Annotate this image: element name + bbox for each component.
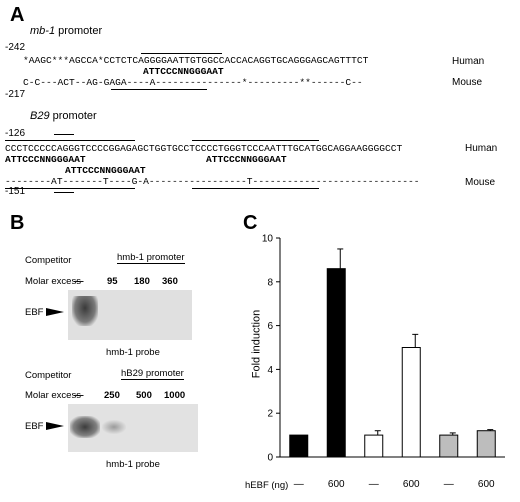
gel2-molar-label: Molar excess: [25, 390, 81, 401]
bar: [401, 347, 421, 458]
gel2-arrow-icon: [46, 422, 64, 430]
gel2-competitor-text: hB29 promoter: [121, 368, 184, 379]
bar: [364, 434, 384, 458]
b29-gene-name: B29: [30, 110, 50, 122]
bar: [289, 434, 309, 458]
b29-human-sequence: CCCTCCCCCAGGGTCCCCGGAGAGCTGGTGCCTCCCCTGG…: [5, 143, 403, 154]
panel-c-letter: C: [243, 212, 258, 234]
b29-overline-2: [5, 140, 135, 141]
b29-mouse-underline-3: [192, 188, 319, 189]
b29-overline-3: [192, 140, 319, 141]
b29-consensus-1: ATTCCCNNGGGAAT: [5, 154, 86, 165]
mb1-human-sequence: *AAGC***AGCCA*CCTCTCAGGGGAATTGTGGCCACCAC…: [23, 55, 369, 66]
b29-human-start: -126: [5, 128, 26, 139]
gel2-lane-1: —: [74, 390, 84, 401]
gel1-probe-label: hmb-1 probe: [106, 347, 160, 358]
panel-a-letter: A: [10, 4, 25, 26]
x-tick-label: —: [444, 479, 454, 490]
y-tick-label: 10: [262, 234, 274, 245]
bar: [439, 434, 459, 458]
gel2-probe-label: hmb-1 probe: [106, 459, 160, 470]
b29-mouse-underline-1: [5, 188, 135, 189]
b29-mouse-label: Mouse: [465, 177, 496, 188]
b29-overline-1: [54, 134, 74, 135]
gel1-competitor-value: hmb-1 promoter: [117, 252, 185, 264]
gel2-band-2: [102, 420, 126, 434]
x-tick-label: 600: [328, 479, 345, 490]
mb1-title-suffix: promoter: [55, 25, 103, 37]
gel1-lane-3: 180: [134, 276, 150, 287]
gel2-lane-3: 500: [136, 390, 152, 401]
gel2-ebf-label: EBF: [25, 421, 44, 432]
mb1-mouse-sequence: C-C---ACT--AG-GAGA----A---------------*-…: [23, 77, 363, 88]
y-tick-label: 0: [267, 453, 273, 464]
mb1-human-label: Human: [452, 56, 485, 67]
mb1-promoter-title: mb-1 promoter: [30, 25, 102, 37]
bar: [476, 430, 496, 458]
mb1-human-start: -242: [5, 42, 26, 53]
x-tick-label: —: [294, 479, 304, 490]
gel1-image: [68, 290, 192, 340]
gel1-molar-label: Molar excess: [25, 276, 81, 287]
gel2-lane-2: 250: [104, 390, 120, 401]
gel2-band-1: [70, 416, 100, 438]
x-tick-label: —: [369, 479, 379, 490]
mb1-consensus: ATTCCCNNGGGAAT: [143, 66, 224, 77]
mb1-mouse-underline: [111, 89, 207, 90]
gel1-lane-4: 360: [162, 276, 178, 287]
gel1-ebf-label: EBF: [25, 307, 44, 318]
y-tick-label: 6: [267, 321, 273, 332]
x-axis-label: hEBF (ng): [245, 480, 289, 491]
b29-consensus-2: ATTCCCNNGGGAAT: [206, 154, 287, 165]
gel2-competitor-label: Competitor: [25, 370, 72, 381]
b29-mouse-sequence: --------AT-------T----G-A---------------…: [5, 176, 420, 187]
b29-human-label: Human: [465, 143, 498, 154]
gel1-competitor-label: Competitor: [25, 255, 72, 266]
gel2-image: [68, 404, 198, 452]
gel1-arrow-icon: [46, 308, 64, 316]
gel2-competitor-value: hB29 promoter: [121, 368, 184, 380]
bar: [326, 268, 346, 458]
gel1-band: [72, 296, 98, 326]
b29-mouse-start: -151: [5, 186, 26, 197]
gel1-competitor-text: hmb-1 promoter: [117, 252, 185, 263]
mb1-gene-name: mb-1: [30, 25, 56, 37]
b29-mouse-underline-2: [54, 192, 74, 193]
gel2-lane-4: 1000: [164, 390, 186, 401]
mb1-mouse-start: -217: [5, 89, 26, 100]
mb1-mouse-label: Mouse: [452, 77, 483, 88]
fold-induction-chart: 0 2 4 6 8 10 — 600 — 600 — 600: [262, 234, 505, 490]
y-tick-label: 2: [267, 409, 273, 420]
y-tick-label: 8: [267, 277, 273, 288]
y-tick-label: 4: [267, 365, 273, 376]
b29-consensus-3: ATTCCCNNGGGAAT: [65, 165, 146, 176]
panel-b-letter: B: [10, 212, 25, 234]
gel1-lane-2: 95: [107, 276, 118, 287]
mb1-overline: [141, 53, 222, 54]
x-tick-label: 600: [478, 479, 495, 490]
gel1-lane-1: —: [74, 276, 84, 287]
x-tick-label: 600: [403, 479, 420, 490]
b29-title-suffix: promoter: [49, 110, 97, 122]
b29-promoter-title: B29 promoter: [30, 110, 97, 122]
y-axis-label: Fold induction: [250, 309, 263, 379]
